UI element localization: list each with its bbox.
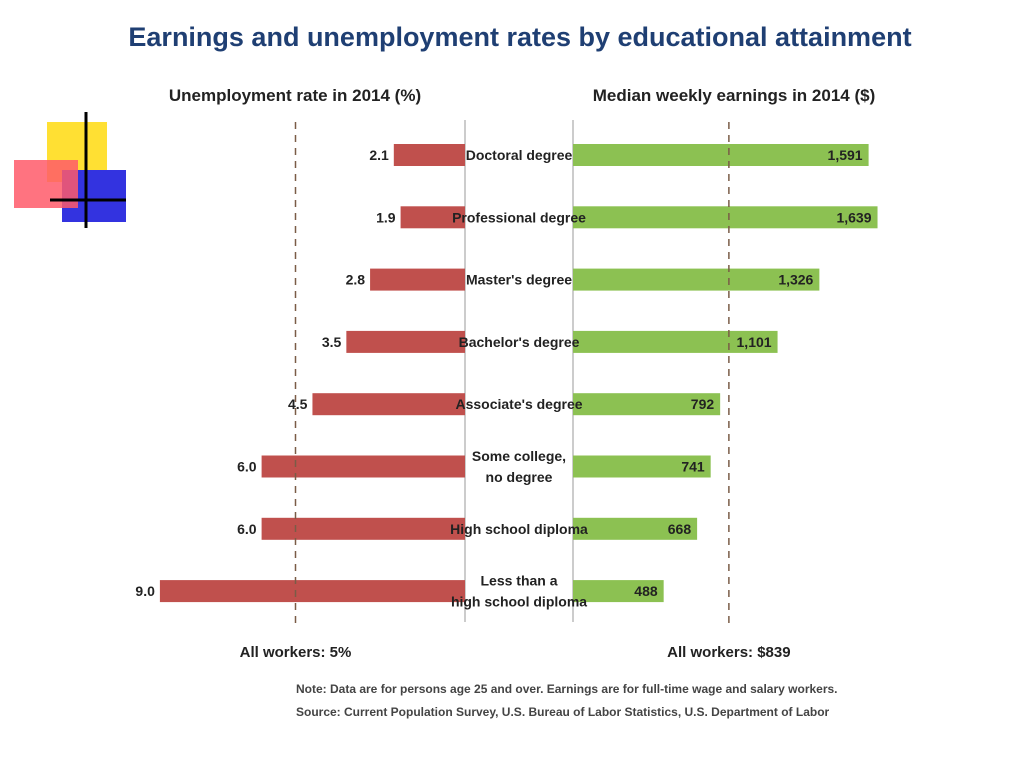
earnings-bar <box>573 268 820 291</box>
earnings-bar <box>573 517 698 540</box>
unemployment-bar <box>312 393 465 416</box>
earnings-value-label: 741 <box>681 459 705 475</box>
category-label: no degree <box>486 469 553 485</box>
earnings-value-label: 1,639 <box>836 209 871 225</box>
unemployment-value-label: 9.0 <box>135 583 155 599</box>
earnings-bar <box>573 580 664 603</box>
unemployment-value-label: 6.0 <box>237 521 257 537</box>
category-label: Bachelor's degree <box>459 334 580 350</box>
unemployment-value-label: 2.1 <box>369 147 389 163</box>
right-panel-label: Median weekly earnings in 2014 ($) <box>593 86 876 105</box>
earnings-bar <box>573 393 721 416</box>
earnings-bar <box>573 455 711 478</box>
left-panel-label: Unemployment rate in 2014 (%) <box>169 86 421 105</box>
earnings-bar <box>573 144 869 166</box>
source-text: Source: Current Population Survey, U.S. … <box>296 705 830 719</box>
unemployment-bar <box>261 517 465 540</box>
earnings-bar <box>573 330 778 353</box>
category-label: Some college, <box>472 448 566 464</box>
category-label: Less than a <box>480 573 557 589</box>
unemployment-bars: 2.1 1.9 2.8 3.5 4.5 6.0 6.0 9.0 <box>135 144 465 603</box>
chart-title: Earnings and unemployment rates by educa… <box>128 22 911 52</box>
unemployment-value-label: 4.5 <box>288 396 308 412</box>
category-label: Doctoral degree <box>466 147 573 163</box>
unemployment-value-label: 1.9 <box>376 209 396 225</box>
category-label: Professional degree <box>452 209 586 225</box>
note-text: Note: Data are for persons age 25 and ov… <box>296 682 838 696</box>
unemployment-bar <box>393 144 465 166</box>
unemployment-value-label: 6.0 <box>237 459 257 475</box>
earnings-bars: 1,591 1,639 1,326 1,101 792 741 668 488 <box>573 144 878 603</box>
unemployment-bar <box>261 455 465 478</box>
category-label: Master's degree <box>466 272 572 288</box>
right-reference-label: All workers: $839 <box>667 644 790 661</box>
earnings-value-label: 792 <box>691 396 715 412</box>
category-label: High school diploma <box>450 521 588 537</box>
earnings-value-label: 1,326 <box>778 272 813 288</box>
unemployment-bar <box>400 206 465 229</box>
earnings-bar <box>573 206 878 229</box>
category-label: high school diploma <box>451 594 587 610</box>
left-reference-label: All workers: 5% <box>240 644 352 661</box>
category-labels: Doctoral degree Professional degree Master… <box>450 147 588 610</box>
earnings-value-label: 668 <box>668 521 692 537</box>
unemployment-value-label: 2.8 <box>346 272 366 288</box>
earnings-value-label: 1,591 <box>828 147 863 163</box>
earnings-value-label: 488 <box>634 583 658 599</box>
unemployment-bar <box>159 580 465 603</box>
unemployment-bar <box>346 330 465 353</box>
unemployment-bar <box>370 268 465 291</box>
category-label: Associate's degree <box>455 396 582 412</box>
slide-decoration <box>14 112 126 228</box>
earnings-value-label: 1,101 <box>737 334 772 350</box>
unemployment-value-label: 3.5 <box>322 334 342 350</box>
